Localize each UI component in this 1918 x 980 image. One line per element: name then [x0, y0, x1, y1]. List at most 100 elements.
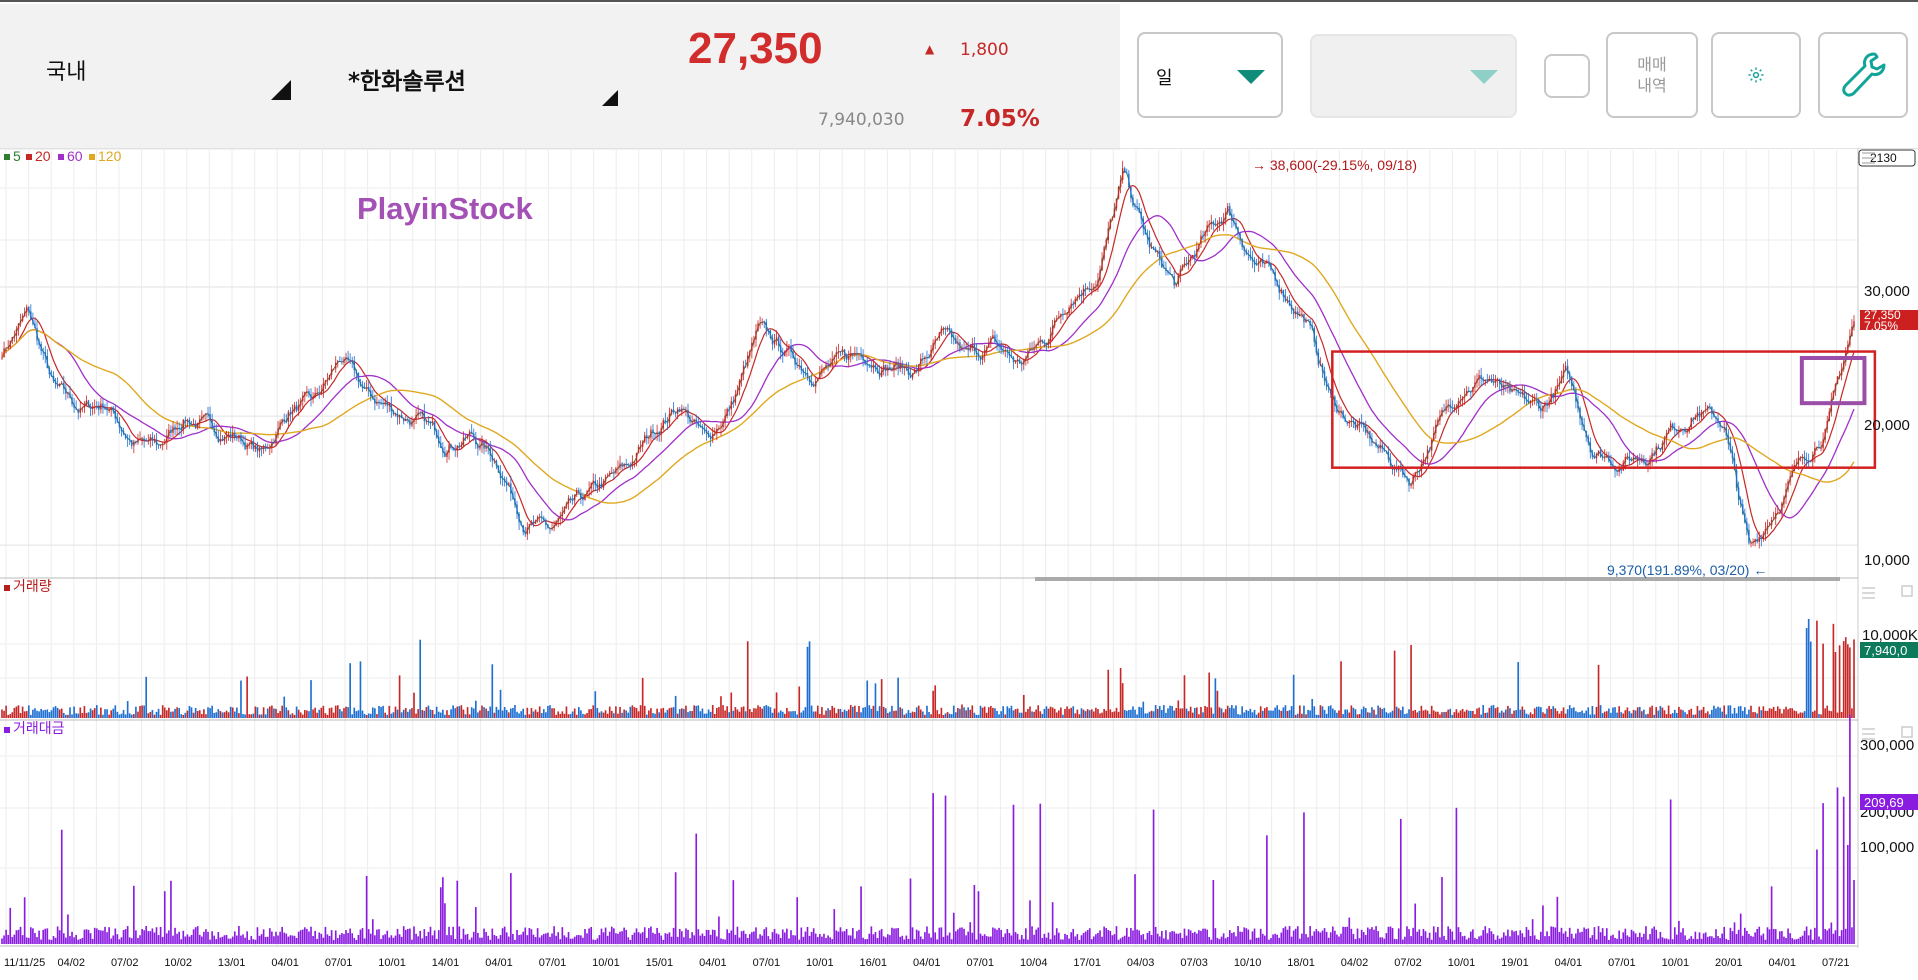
candle-body — [497, 465, 500, 473]
candle-body — [934, 339, 936, 344]
volume-bar — [1593, 714, 1596, 718]
candle-body — [1744, 513, 1746, 523]
volume-bar — [423, 710, 426, 718]
candle-body — [174, 426, 176, 430]
amount-bar — [1183, 928, 1186, 944]
amount-bar — [153, 932, 156, 944]
candle-body — [1669, 423, 1672, 431]
volume-bar — [1082, 709, 1085, 718]
candle-body — [1290, 305, 1293, 310]
volume-bar — [196, 710, 199, 718]
x-tick-label: 07/01 — [1608, 957, 1636, 969]
secondary-select[interactable] — [1310, 34, 1517, 118]
volume-panel-icons[interactable] — [1862, 585, 1913, 599]
volume-bar — [1443, 712, 1445, 718]
candle-body — [1583, 425, 1585, 431]
candle-body — [547, 524, 549, 528]
amount-bar — [1237, 926, 1239, 944]
volume-bar — [345, 706, 347, 718]
amount-bar — [969, 922, 972, 944]
stock-dropdown-icon[interactable] — [602, 90, 618, 106]
volume-bar — [87, 712, 90, 718]
candle-body — [1309, 321, 1311, 326]
candle-body — [1095, 286, 1097, 288]
candle-body — [1704, 409, 1707, 411]
volume-bar — [324, 713, 327, 718]
amount-bar — [192, 929, 195, 944]
market-select[interactable]: 국내 — [46, 60, 87, 85]
volume-bar — [779, 710, 782, 718]
candle-body — [1206, 225, 1208, 232]
amount-bar — [1781, 931, 1783, 944]
candle-body — [586, 491, 588, 495]
volume-bar — [1834, 652, 1837, 718]
amount-swatch — [4, 727, 10, 733]
volume-bar — [1274, 707, 1276, 718]
volume-bar — [765, 705, 768, 718]
amount-bar — [893, 928, 895, 944]
amount-bar — [50, 939, 53, 944]
amount-bar — [176, 933, 178, 944]
amount-bar — [565, 937, 568, 944]
stock-chart[interactable]: 5 20 60 120 PlayinStock → 38,600(-29.15%… — [0, 148, 1918, 980]
amount-bar — [1263, 935, 1266, 944]
candle-body — [1688, 427, 1690, 432]
candle-body — [1531, 399, 1534, 402]
wrench-icon — [1842, 52, 1886, 97]
volume-bar — [1084, 711, 1087, 718]
candle-body — [1492, 381, 1495, 383]
volume-bar — [1356, 714, 1359, 718]
amount-bar — [1303, 812, 1305, 944]
candle-body — [1187, 260, 1190, 265]
volume-bar — [1624, 710, 1627, 718]
amount-bar — [695, 833, 698, 944]
amount-panel-icons[interactable] — [1862, 726, 1913, 740]
volume-bar — [157, 708, 160, 718]
volume-bar — [1138, 706, 1140, 718]
amount-bar — [1851, 927, 1853, 944]
volume-bar — [1457, 712, 1460, 718]
amount-bar — [1461, 936, 1464, 944]
candle-body — [1218, 221, 1221, 224]
volume-bar — [295, 706, 298, 718]
volume-bar — [1111, 712, 1114, 718]
candle-body — [985, 347, 988, 351]
amount-bar — [1478, 936, 1480, 944]
candle-body — [1177, 275, 1180, 285]
amount-bar — [326, 934, 329, 944]
volume-bar — [21, 706, 24, 718]
candle-body — [355, 370, 358, 374]
volume-bar — [1636, 707, 1639, 718]
amount-bar — [1494, 939, 1497, 944]
amount-bar — [172, 935, 174, 944]
candle-body — [1581, 418, 1583, 426]
period-select[interactable]: 일 — [1137, 32, 1283, 118]
amount-bar — [266, 936, 269, 944]
candle-body — [1191, 255, 1194, 258]
candle-body — [998, 343, 1000, 347]
candle-body — [1663, 437, 1666, 444]
price-panel-menu-icon[interactable] — [1862, 152, 1875, 164]
amount-bar — [617, 933, 619, 944]
market-dropdown-icon[interactable] — [271, 80, 291, 100]
candle-body — [578, 490, 580, 494]
settings-button[interactable] — [1711, 32, 1801, 118]
volume-bar — [584, 714, 586, 718]
amount-bar — [1739, 913, 1742, 944]
candle-body — [852, 353, 854, 355]
volume-bar — [604, 710, 607, 718]
trade-history-button[interactable]: 매매 내역 — [1606, 32, 1698, 118]
chart-top-right-box[interactable] — [1858, 149, 1916, 167]
volume-bar — [1626, 707, 1629, 718]
amount-bar — [398, 934, 401, 944]
volume-bar — [281, 705, 283, 718]
tools-button[interactable] — [1818, 32, 1908, 118]
stock-name[interactable]: *한화솔루션 — [348, 69, 466, 95]
volume-bar — [1218, 707, 1221, 718]
volume-bar — [1589, 714, 1592, 718]
amount-bar — [1605, 928, 1608, 944]
overlay-checkbox[interactable] — [1544, 54, 1590, 98]
volume-bar — [1490, 705, 1493, 718]
volume-bar — [98, 714, 100, 718]
volume-bar — [1816, 620, 1818, 718]
